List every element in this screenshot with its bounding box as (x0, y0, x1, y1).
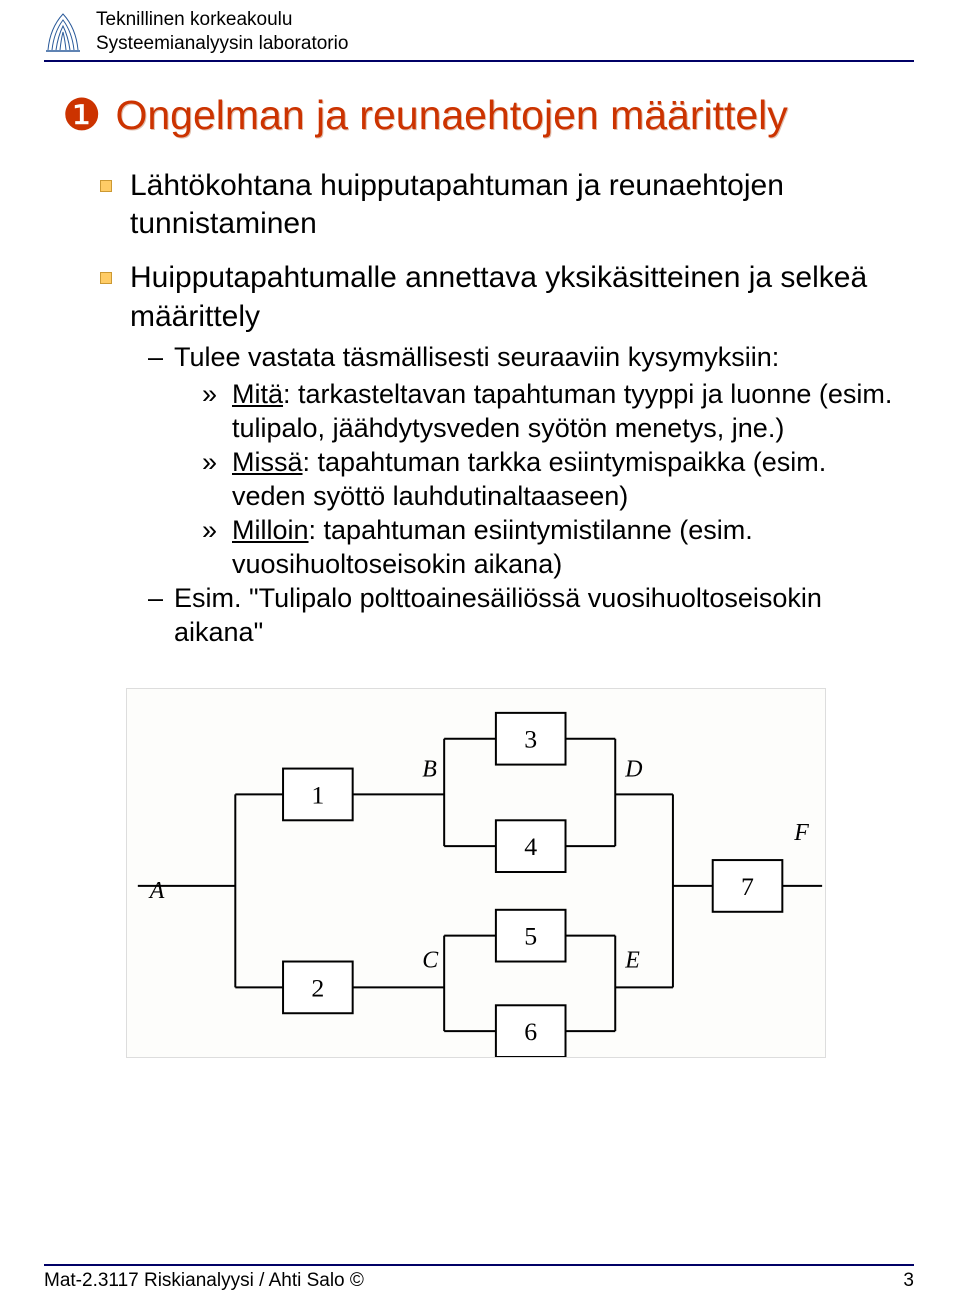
subsub-2: Missä: tapahtuman tarkka esiintymispaikk… (232, 445, 900, 513)
sub-1-text: Tulee vastata täsmällisesti seuraaviin k… (174, 340, 779, 375)
raquo-icon: » (202, 445, 232, 479)
header-line2: Systeemianalyysin laboratorio (96, 32, 348, 56)
header-line1: Teknillinen korkeakoulu (96, 8, 348, 32)
subsub-item: » Milloin: tapahtuman esiintymistilanne … (202, 513, 900, 581)
footer-left: Mat-2.3117 Riskianalyysi / Ahti Salo © (44, 1270, 364, 1292)
slide-footer: Mat-2.3117 Riskianalyysi / Ahti Salo © 3 (44, 1264, 914, 1292)
slide-header: Teknillinen korkeakoulu Systeemianalyysi… (0, 0, 960, 56)
bullet-1: Lähtökohtana huipputapahtuman ja reunaeh… (100, 167, 900, 244)
title-text: Ongelman ja reunaehtojen määrittely (115, 92, 787, 139)
bullet-square-icon (100, 180, 112, 192)
subsub-3: Milloin: tapahtuman esiintymistilanne (e… (232, 513, 900, 581)
subsub-3-rest: : tapahtuman esiintymistilanne (esim. vu… (232, 515, 753, 579)
svg-text:5: 5 (524, 921, 537, 950)
subsub-item: » Missä: tapahtuman tarkka esiintymispai… (202, 445, 900, 513)
svg-text:D: D (624, 756, 642, 782)
bullet-square-icon (100, 272, 112, 284)
bullet-1-text: Lähtökohtana huipputapahtuman ja reunaeh… (130, 167, 900, 244)
subsub-1-label: Mitä (232, 379, 283, 409)
bullet-2: Huipputapahtumalle annettava yksikäsitte… (100, 259, 900, 650)
slide-content: Lähtökohtana huipputapahtuman ja reunaeh… (100, 167, 900, 650)
bullet-2-text: Huipputapahtumalle annettava yksikäsitte… (130, 259, 900, 336)
subsub-2-rest: : tapahtuman tarkka esiintymispaikka (es… (232, 447, 826, 511)
svg-text:C: C (422, 947, 439, 973)
title-number: ❶ (62, 90, 101, 141)
raquo-icon: » (202, 513, 232, 547)
subsub-2-label: Missä (232, 447, 303, 477)
svg-text:F: F (793, 820, 809, 846)
block-diagram: 1 2 3 4 5 6 7 A B C D E F (126, 688, 826, 1058)
svg-text:E: E (624, 947, 640, 973)
sub-2-text: Esim. "Tulipalo polttoainesäiliössä vuos… (174, 581, 900, 650)
footer-page-number: 3 (903, 1270, 914, 1292)
university-logo-icon (44, 10, 82, 54)
header-rule (44, 60, 914, 62)
svg-text:7: 7 (741, 872, 754, 901)
footer-rule (44, 1264, 914, 1266)
subsub-3-label: Milloin (232, 515, 309, 545)
svg-text:3: 3 (524, 724, 537, 753)
svg-text:A: A (148, 878, 165, 904)
dash-icon: – (148, 581, 174, 616)
sub-item: – Esim. "Tulipalo polttoainesäiliössä vu… (148, 581, 900, 650)
subsub-item: » Mitä: tarkasteltavan tapahtuman tyyppi… (202, 377, 900, 445)
subsub-1: Mitä: tarkasteltavan tapahtuman tyyppi j… (232, 377, 900, 445)
svg-text:6: 6 (524, 1017, 537, 1046)
svg-text:2: 2 (311, 973, 324, 1002)
raquo-icon: » (202, 377, 232, 411)
svg-text:1: 1 (311, 780, 324, 809)
slide-title: ❶ Ongelman ja reunaehtojen määrittely (62, 90, 960, 141)
block-diagram-wrap: 1 2 3 4 5 6 7 A B C D E F (126, 688, 960, 1063)
sub-1-list: » Mitä: tarkasteltavan tapahtuman tyyppi… (202, 377, 900, 581)
bullet-2-sub: – Tulee vastata täsmällisesti seuraaviin… (148, 340, 900, 650)
sub-item: – Tulee vastata täsmällisesti seuraaviin… (148, 340, 900, 375)
svg-text:4: 4 (524, 832, 537, 861)
dash-icon: – (148, 340, 174, 375)
svg-text:B: B (422, 756, 437, 782)
header-text: Teknillinen korkeakoulu Systeemianalyysi… (96, 8, 348, 56)
subsub-1-rest: : tarkasteltavan tapahtuman tyyppi ja lu… (232, 379, 892, 443)
